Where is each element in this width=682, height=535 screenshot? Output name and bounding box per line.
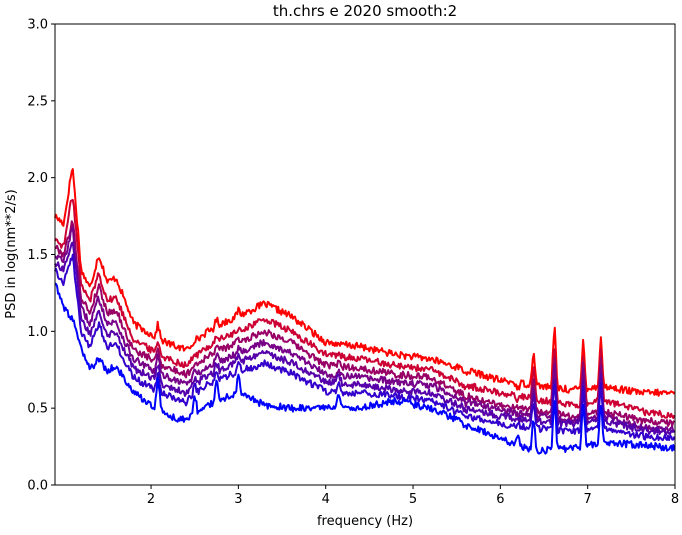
- x-tick-label: 2: [147, 492, 155, 507]
- series-line-3: [54, 220, 676, 427]
- y-tick-label: 0.5: [27, 402, 48, 417]
- series-line-7: [54, 282, 676, 455]
- chart-title: th.chrs e 2020 smooth:2: [273, 2, 457, 20]
- y-tick-label: 1.0: [27, 325, 48, 340]
- series-line-5: [54, 241, 676, 436]
- x-tick-label: 5: [409, 492, 417, 507]
- x-tick-label: 7: [584, 492, 592, 507]
- x-tick-label: 3: [234, 492, 242, 507]
- ticks-layer: 0.0 0.5 1.0 1.5 2.0 2.5 3.0 2 3 4 5 6 7 8: [27, 18, 679, 508]
- x-axis-label: frequency (Hz): [317, 514, 413, 529]
- x-tick-label: 4: [322, 492, 330, 507]
- y-tick-label: 0.0: [27, 479, 48, 494]
- y-tick-label: 2.0: [27, 171, 48, 186]
- x-tick-label: 6: [496, 492, 504, 507]
- plot-frame: [54, 23, 676, 486]
- y-tick-label: 2.5: [27, 94, 48, 109]
- series-line-1: [54, 168, 676, 397]
- series-line-6: [54, 253, 676, 442]
- y-tick-label: 3.0: [27, 18, 48, 33]
- x-tick-label: 8: [671, 492, 679, 507]
- y-tick-label: 1.5: [27, 248, 48, 263]
- series-line-2: [54, 198, 676, 420]
- y-axis-label: PSD in log(nm**2/s): [4, 189, 19, 319]
- series-layer: [54, 168, 676, 455]
